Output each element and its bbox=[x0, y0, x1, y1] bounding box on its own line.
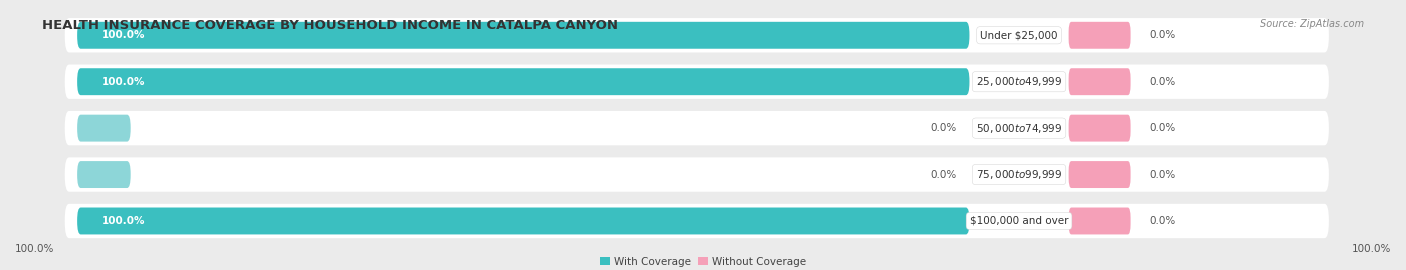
FancyBboxPatch shape bbox=[1069, 22, 1130, 49]
Text: 0.0%: 0.0% bbox=[1149, 77, 1175, 87]
Text: 0.0%: 0.0% bbox=[1149, 30, 1175, 40]
FancyBboxPatch shape bbox=[1069, 161, 1130, 188]
Text: 100.0%: 100.0% bbox=[101, 30, 145, 40]
FancyBboxPatch shape bbox=[65, 204, 1329, 238]
FancyBboxPatch shape bbox=[1069, 68, 1130, 95]
FancyBboxPatch shape bbox=[77, 208, 970, 234]
Text: Source: ZipAtlas.com: Source: ZipAtlas.com bbox=[1260, 19, 1364, 29]
FancyBboxPatch shape bbox=[65, 111, 1329, 145]
Text: 100.0%: 100.0% bbox=[1351, 244, 1391, 254]
FancyBboxPatch shape bbox=[77, 68, 970, 95]
FancyBboxPatch shape bbox=[65, 18, 1329, 52]
Text: $100,000 and over: $100,000 and over bbox=[970, 216, 1069, 226]
Text: 0.0%: 0.0% bbox=[1149, 216, 1175, 226]
Text: 0.0%: 0.0% bbox=[1149, 123, 1175, 133]
FancyBboxPatch shape bbox=[1069, 208, 1130, 234]
Text: 100.0%: 100.0% bbox=[101, 77, 145, 87]
Text: $25,000 to $49,999: $25,000 to $49,999 bbox=[976, 75, 1062, 88]
FancyBboxPatch shape bbox=[77, 22, 970, 49]
FancyBboxPatch shape bbox=[65, 65, 1329, 99]
FancyBboxPatch shape bbox=[1069, 115, 1130, 141]
Text: Under $25,000: Under $25,000 bbox=[980, 30, 1057, 40]
FancyBboxPatch shape bbox=[65, 157, 1329, 192]
Legend: With Coverage, Without Coverage: With Coverage, Without Coverage bbox=[596, 252, 810, 270]
Text: 0.0%: 0.0% bbox=[931, 123, 957, 133]
Text: $75,000 to $99,999: $75,000 to $99,999 bbox=[976, 168, 1062, 181]
Text: 100.0%: 100.0% bbox=[101, 216, 145, 226]
Text: HEALTH INSURANCE COVERAGE BY HOUSEHOLD INCOME IN CATALPA CANYON: HEALTH INSURANCE COVERAGE BY HOUSEHOLD I… bbox=[42, 19, 619, 32]
Text: 100.0%: 100.0% bbox=[15, 244, 55, 254]
Text: 0.0%: 0.0% bbox=[931, 170, 957, 180]
Text: $50,000 to $74,999: $50,000 to $74,999 bbox=[976, 122, 1062, 135]
FancyBboxPatch shape bbox=[77, 115, 131, 141]
Text: 0.0%: 0.0% bbox=[1149, 170, 1175, 180]
FancyBboxPatch shape bbox=[77, 161, 131, 188]
